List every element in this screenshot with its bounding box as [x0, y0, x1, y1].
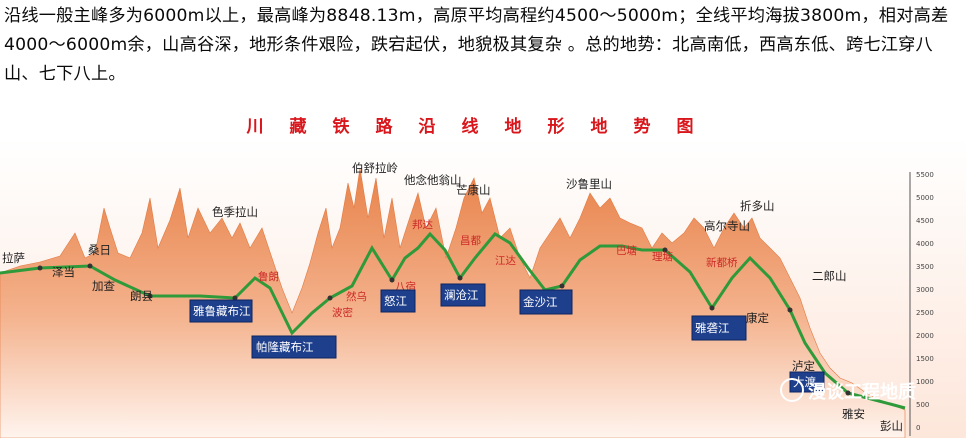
tick-label: 500 [916, 401, 929, 409]
label-jiangda: 江达 [495, 255, 516, 267]
label-bomi: 波密 [332, 306, 353, 319]
label-langxian: 朗县 [130, 289, 153, 303]
river-label: 大渡 [793, 375, 816, 389]
label-shalu: 沙鲁里山 [566, 177, 612, 191]
river-label: 帕隆藏布江 [256, 340, 314, 354]
label-lulang: 鲁朗 [258, 270, 279, 283]
label-pengshan: 彭山 [880, 419, 903, 433]
label-ranwu: 然乌 [346, 290, 367, 303]
tick-label: 1500 [916, 355, 934, 363]
station-dot [37, 265, 43, 271]
station-dot [457, 275, 463, 281]
tick-label: 0 [916, 424, 920, 432]
river-box-yarlung: 雅鲁藏布江 [189, 299, 253, 323]
diagram-title: 川藏铁路沿线地形地势图 [246, 117, 720, 137]
label-boshula: 伯舒拉岭 [352, 161, 398, 175]
label-changdu: 昌都 [460, 235, 481, 247]
label-bangda: 邦达 [412, 218, 433, 231]
river-label: 雅鲁藏布江 [193, 304, 251, 318]
station-dot [232, 295, 238, 301]
tick-label: 2500 [916, 309, 934, 317]
railway-route [0, 231, 906, 410]
station-dot [147, 293, 153, 299]
label-erlang: 二郎山 [812, 269, 847, 283]
label-gaoersi: 高尔寺山 [704, 219, 750, 233]
terrain-profile: 5500 5000 4500 4000 3500 3000 2500 2000 … [0, 138, 966, 438]
wechat-icon [780, 378, 804, 402]
station-dot [327, 295, 333, 301]
tick-label: 2000 [916, 332, 934, 340]
label-luding: 泸定 [792, 359, 815, 373]
tick-label: 4500 [916, 217, 934, 225]
intro-paragraph: 沿线一般主峰多为6000m以上，最高峰为8848.13m，高原平均高程约4500… [4, 6, 949, 84]
label-lasa: 拉萨 [2, 251, 25, 265]
river-box-dadu: 大渡 [789, 371, 825, 393]
tick-label: 3500 [916, 263, 934, 271]
label-batang: 巴塘 [616, 244, 637, 257]
label-seji: 色季拉山 [212, 205, 258, 219]
label-tanian: 他念他翁山 [404, 173, 462, 187]
river-box-nujiang: 怒江 [380, 289, 416, 313]
station-dot [662, 247, 668, 253]
watermark: 漫谈工程地质 [780, 378, 916, 403]
label-xinduqiao: 新都桥 [706, 256, 738, 269]
station-dot [709, 305, 715, 311]
station-dot [389, 277, 395, 283]
elevation-ticks: 5500 5000 4500 4000 3500 3000 2500 2000 … [916, 171, 934, 432]
tick-label: 4000 [916, 240, 934, 248]
label-litang: 理塘 [652, 250, 673, 263]
river-label: 怒江 [384, 294, 407, 308]
river-label: 澜沧江 [444, 288, 479, 302]
watermark-text: 漫谈工程地质 [808, 381, 916, 403]
label-sangri: 桑日 [88, 243, 111, 257]
river-label: 金沙江 [523, 295, 558, 309]
station-dot [559, 283, 565, 289]
label-kangding: 康定 [746, 311, 769, 325]
river-box-yalong: 雅砻江 [691, 315, 747, 341]
label-mangkang: 芒康山 [456, 183, 491, 197]
river-box-parlung: 帕隆藏布江 [251, 335, 337, 359]
label-zedang: 泽当 [52, 265, 75, 279]
tick-label: 5000 [916, 194, 934, 202]
tick-label: 5500 [916, 171, 934, 179]
label-yaan: 雅安 [842, 407, 865, 421]
station-dot [845, 390, 851, 396]
tick-label: 3000 [916, 286, 934, 294]
station-dot [787, 307, 793, 313]
river-label: 雅砻江 [695, 321, 730, 335]
label-zheduo: 折多山 [740, 199, 775, 213]
station-markers [37, 247, 851, 396]
label-jiacha: 加查 [92, 279, 115, 293]
tick-label: 1000 [916, 378, 934, 386]
river-box-lancang: 澜沧江 [440, 283, 486, 307]
river-box-jinsha: 金沙江 [519, 289, 573, 315]
station-dot [87, 263, 93, 269]
